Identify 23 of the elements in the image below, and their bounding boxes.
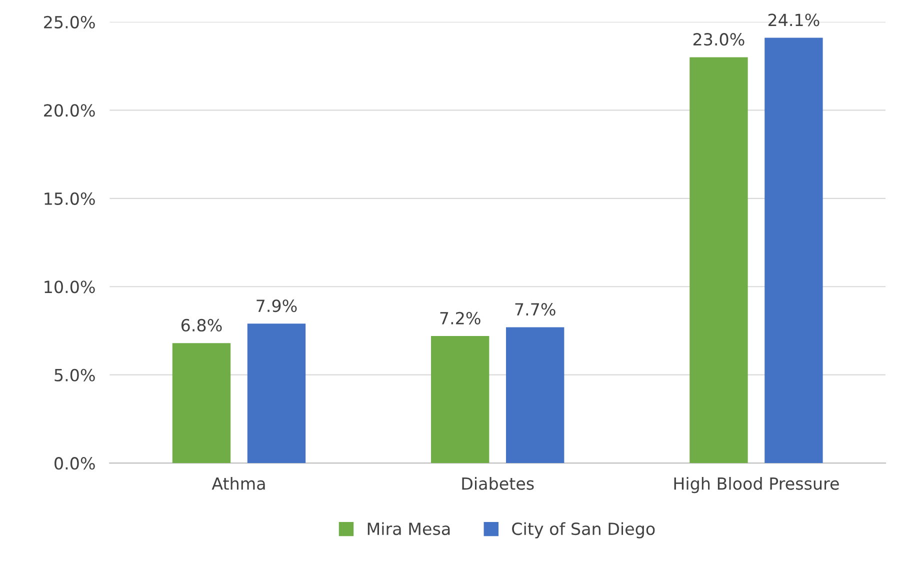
- y-tick-label: 5.0%: [54, 368, 95, 382]
- y-tick-label: 15.0%: [44, 192, 95, 205]
- bar: [247, 324, 306, 464]
- bar: [690, 57, 748, 464]
- bar: [172, 343, 231, 464]
- x-tick-label: Athma: [212, 476, 265, 490]
- y-tick-label: 10.0%: [44, 280, 95, 294]
- data-label: 24.1%: [768, 14, 820, 26]
- bar: [764, 38, 823, 464]
- bar: [506, 327, 564, 464]
- legend-label: Mira Mesa: [368, 522, 450, 536]
- legend-label: City of San Diego: [512, 522, 655, 538]
- data-label: 7.9%: [256, 300, 297, 312]
- bar: [431, 336, 490, 464]
- data-label: 7.7%: [515, 303, 556, 316]
- x-tick-label: Diabetes: [462, 476, 534, 490]
- data-label: 23.0%: [693, 33, 744, 46]
- y-tick-label: 20.0%: [44, 104, 95, 117]
- y-tick-label: 25.0%: [44, 16, 95, 28]
- x-tick-label: High Blood Pressure: [674, 476, 839, 494]
- data-label: 7.2%: [440, 312, 480, 324]
- data-label: 6.8%: [181, 318, 222, 332]
- y-tick-label: 0.0%: [54, 457, 95, 470]
